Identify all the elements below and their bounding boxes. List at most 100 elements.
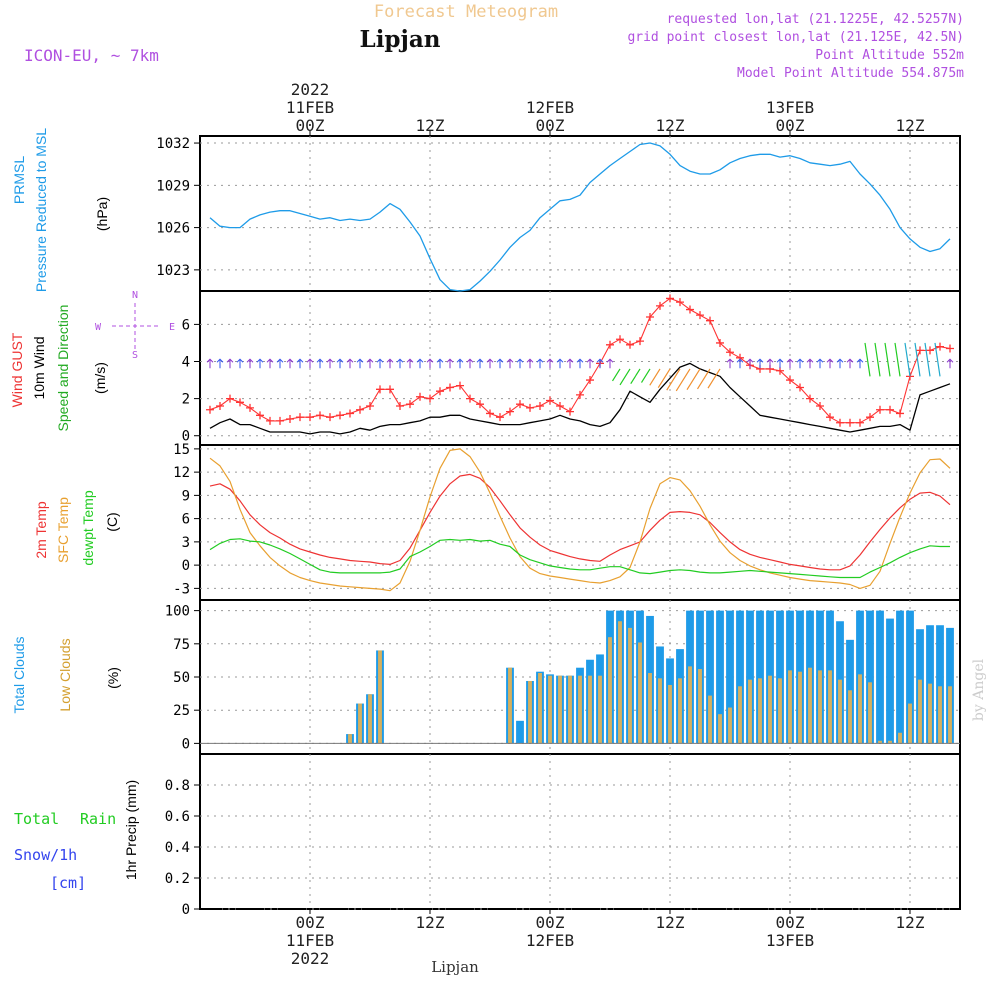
gust-marker [926,346,934,355]
top-time-label: 13FEB [766,98,814,117]
wind-dir-arrow [675,368,691,392]
gust-marker [376,385,384,394]
wind-unit: (m/s) [92,362,108,394]
ytick-label: 0 [182,429,190,445]
model-label: ICON-EU, ~ 7km [24,46,159,65]
ytick-label: 1026 [156,221,190,237]
wind-dir-arrow [934,342,941,377]
cloud-low-bar [748,679,752,744]
temp-series-2 [209,538,950,579]
cloud-low-bar [598,675,602,744]
gust-marker [386,385,394,394]
wind-dir-arrow [776,358,784,369]
cloud-low-bar [848,690,852,744]
wind-dir-arrow [874,342,881,377]
bottom-time-label: 00Z [296,913,325,932]
wind-dir-arrow [846,358,854,369]
gust-marker [476,400,484,409]
gust-marker [356,405,364,414]
gust-marker [716,338,724,347]
gust-marker [816,402,824,411]
cloud-low-bar [828,670,832,744]
gust-marker [336,411,344,420]
cloud-total-bar [736,610,744,744]
gust-marker [616,335,624,344]
gust-marker [626,340,634,349]
wind-dir-arrow [826,358,834,369]
gust-marker [666,294,674,303]
ytick-label: 0.8 [165,778,190,794]
cloud-low-bar [908,703,912,744]
bottom-time-label: 12Z [896,913,925,932]
gust-marker [246,403,254,412]
gust-marker [286,415,294,424]
ytick-label: -3 [173,581,190,597]
wind-dir-arrow [516,358,524,369]
wind-dir-arrow [256,358,264,369]
cloud-low-bar [658,678,662,744]
gust-marker [586,376,594,385]
panel-frame-2 [199,444,961,601]
wind-dir-arrow [216,358,224,369]
wind-dir-arrow [746,358,754,369]
ytick-label: 50 [173,670,190,686]
ytick-label: 1023 [156,263,190,279]
cloud-total-bar [776,610,784,744]
cloud-low-bar [558,675,562,744]
cloud-low-bar [538,673,542,744]
cloud-low-bar [768,675,772,744]
precip-unit: 1hr Precip (mm) [123,780,139,880]
wind-dir-arrow [736,358,744,369]
cloud-low-bar [618,621,622,744]
cloud-low-bar [808,667,812,744]
ytick-label: 9 [182,488,190,504]
precip-rain-label: Rain [80,810,116,828]
bottom-time-label: 12Z [656,913,685,932]
wind-dir-arrow [456,358,464,369]
wind-dir-arrow [611,368,621,382]
wind-dir-arrow [226,358,234,369]
gust-marker [506,407,514,416]
gust-marker [326,413,334,422]
compass-w: W [95,322,102,333]
wind-dir-arrow [946,358,954,369]
ytick-label: 0.6 [165,809,190,825]
cloud-low-bar [868,682,872,744]
gust-marker [206,405,214,414]
gust-marker [796,383,804,392]
gust-marker [706,316,714,325]
wind-dir-arrow [619,368,631,386]
wind-dir-arrow [336,358,344,369]
gust-marker [396,402,404,411]
clouds-unit: (%) [105,667,121,689]
ytick-label: 2 [182,392,190,408]
wind-dir-arrow [914,342,921,377]
ytick-label: 6 [182,512,190,528]
wind-dir-arrow [246,358,254,369]
gust-marker [646,312,654,321]
cloud-low-bar [858,674,862,744]
temp-series-1 [209,448,951,592]
wind-dir-arrow [426,358,434,369]
ytick-label: 15 [173,442,190,458]
wind-dir-arrow [924,342,931,377]
top-time-label: 12FEB [526,98,574,117]
wind-dir-arrow [606,358,614,369]
panel-frame-0 [199,135,961,292]
panel-frame-4 [199,753,961,910]
cloud-low-bar [838,679,842,744]
wind-dir-arrow [416,358,424,369]
temp-unit: (C) [104,512,120,531]
wind-dir-arrow [296,358,304,369]
wind-dir-arrow [640,368,651,383]
cloud-low-bar [678,678,682,744]
wind-dir-arrow [666,368,681,391]
wind-dir-arrow [686,368,701,391]
ytick-label: 0 [182,902,190,918]
wind-dir-arrow [206,358,214,369]
cloud-low-bar [718,714,722,744]
cloud-low-bar [878,740,882,744]
compass-icon: N S W E [95,290,175,361]
plot-layer: 10231026102910320246-3036912150255075100… [156,80,961,968]
clouds-total-label: Total Clouds [11,636,27,713]
